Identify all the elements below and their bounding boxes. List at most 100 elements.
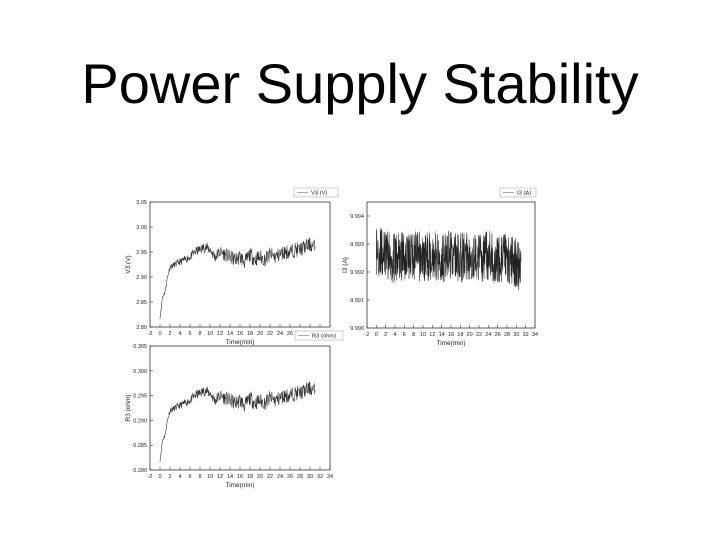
x-axis-label: Time(min) — [225, 482, 254, 489]
x-tick-label: 10 — [207, 331, 213, 337]
data-point — [264, 259, 265, 260]
data-point — [229, 256, 230, 257]
x-tick-label: 14 — [227, 474, 233, 480]
data-point — [159, 459, 160, 460]
x-tick-label: 12 — [429, 332, 435, 338]
x-tick-label: 0 — [375, 332, 378, 338]
legend-box — [294, 330, 344, 341]
data-point — [284, 395, 285, 396]
data-point — [184, 402, 185, 403]
data-point — [299, 393, 300, 394]
y-tick-label: 9.992 — [350, 270, 364, 276]
data-point — [239, 256, 240, 257]
x-axis-label: Time(min) — [436, 340, 465, 347]
x-tick-label: 24 — [485, 332, 491, 338]
y-axis-label: R3 (ohm) — [125, 394, 132, 421]
y-tick-label: 3.00 — [136, 225, 147, 231]
data-point — [488, 255, 489, 256]
x-tick-label: 12 — [217, 331, 223, 337]
x-tick-label: 2 — [168, 474, 171, 480]
data-point — [174, 264, 175, 265]
data-point — [404, 255, 405, 256]
data-point — [209, 393, 210, 394]
x-tick-label: 26 — [287, 331, 293, 337]
y-tick-label: 2.90 — [136, 275, 147, 281]
data-point — [254, 402, 255, 403]
y-tick-label: 2.80 — [136, 325, 147, 331]
y-tick-label: 0.285 — [133, 443, 147, 449]
x-tick-label: 0 — [158, 331, 161, 337]
data-point — [289, 395, 290, 396]
x-tick-label: 20 — [257, 474, 263, 480]
data-point — [450, 255, 451, 256]
data-point — [254, 259, 255, 260]
series-line — [376, 228, 522, 291]
data-point — [478, 257, 479, 258]
data-point — [162, 440, 163, 441]
x-tick-label: 6 — [188, 474, 191, 480]
y-tick-label: 9.990 — [350, 326, 364, 332]
x-tick-label: 32 — [523, 332, 529, 338]
data-point — [204, 390, 205, 391]
data-point — [179, 261, 180, 262]
y-tick-label: 9.993 — [350, 242, 364, 248]
series-line — [159, 237, 316, 319]
x-tick-label: 22 — [267, 331, 273, 337]
data-point — [441, 257, 442, 258]
y-tick-label: 0.290 — [133, 418, 147, 424]
y-tick-label: 0.280 — [133, 468, 147, 474]
data-point — [432, 255, 433, 256]
data-point — [234, 259, 235, 260]
y-axis-label: V3 (V) — [125, 255, 132, 273]
x-tick-label: 8 — [412, 332, 415, 338]
x-tick-label: 16 — [448, 332, 454, 338]
x-tick-label: 24 — [277, 331, 283, 337]
data-point — [244, 261, 245, 262]
plot-frame — [149, 345, 331, 471]
x-tick-label: 10 — [207, 474, 213, 480]
x-tick-label: 0 — [158, 474, 161, 480]
data-point — [274, 256, 275, 257]
data-point — [506, 257, 507, 258]
x-tick-label: 10 — [420, 332, 426, 338]
x-tick-label: 20 — [257, 331, 263, 337]
plot-frame — [149, 201, 331, 328]
data-point — [194, 251, 195, 252]
data-point — [224, 254, 225, 255]
data-point — [169, 410, 170, 411]
y-axis-label: I3 (A) — [342, 257, 349, 273]
x-tick-label: 8 — [198, 331, 201, 337]
data-point — [199, 393, 200, 394]
y-tick-label: 0.300 — [133, 369, 147, 375]
data-point — [422, 257, 423, 258]
data-point — [284, 251, 285, 252]
data-point — [304, 390, 305, 391]
x-tick-label: 34 — [532, 332, 538, 338]
r3-resistance-chart: -2 0 2 4 6 8 10 12 14 16 18 20 22 24 26 28 30 32 340.2800.… — [125, 330, 344, 489]
x-tick-label: 24 — [277, 474, 283, 480]
data-point — [249, 254, 250, 255]
data-point — [269, 254, 270, 255]
x-tick-label: 26 — [495, 332, 501, 338]
data-point — [244, 405, 245, 406]
x-tick-label: 14 — [227, 331, 233, 337]
legend-label: R3 (ohm) — [312, 334, 336, 340]
data-point — [234, 402, 235, 403]
data-point — [167, 420, 168, 421]
data-point — [239, 400, 240, 401]
data-point — [520, 271, 521, 272]
y-tick-label: 2.95 — [136, 250, 147, 256]
x-tick-label: 18 — [247, 474, 253, 480]
data-point — [199, 249, 200, 250]
data-point — [259, 400, 260, 401]
v3-voltage-chart: -202468101214161820222426283032342.802.8… — [125, 187, 339, 346]
y-tick-label: 0.305 — [133, 344, 147, 350]
data-point — [516, 263, 517, 264]
data-point — [224, 397, 225, 398]
x-tick-label: 2 — [168, 331, 171, 337]
x-tick-label: 6 — [188, 331, 191, 337]
y-tick-label: 3.05 — [136, 200, 147, 206]
x-axis-label: Time(min) — [225, 339, 254, 346]
data-point — [189, 256, 190, 257]
data-point — [385, 255, 386, 256]
